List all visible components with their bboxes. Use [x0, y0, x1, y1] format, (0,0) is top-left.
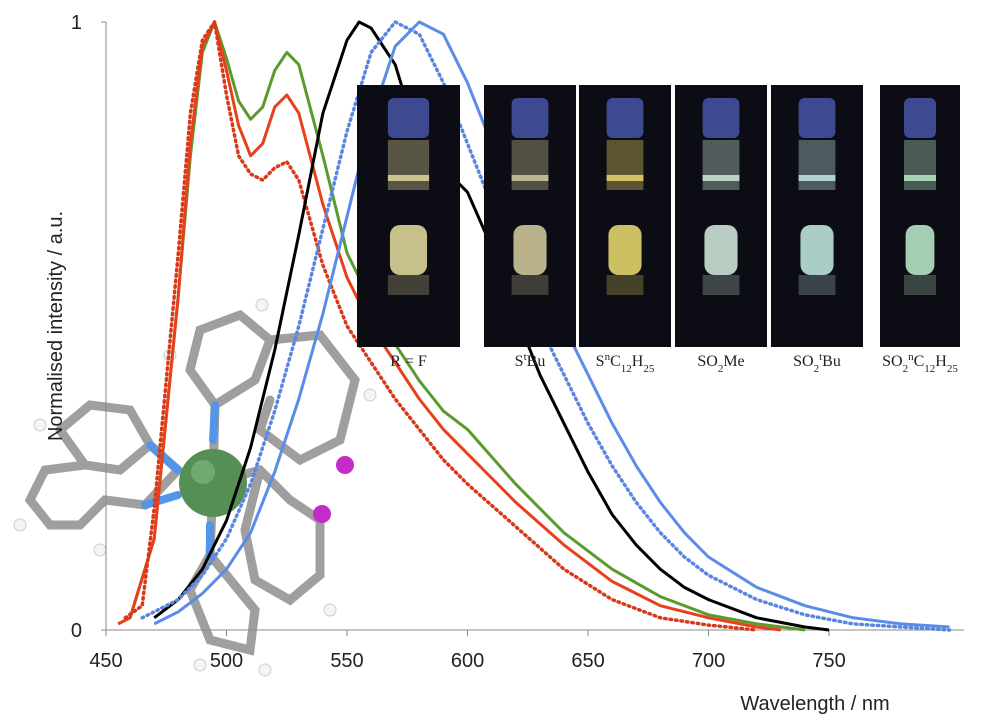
photo-glow-band [799, 175, 836, 181]
inset-label: SnC12H25 [596, 351, 655, 375]
label-part: S [596, 353, 605, 370]
photo-cap [512, 98, 549, 138]
label-part: Me [723, 353, 744, 370]
inset-label: StBu [515, 351, 546, 370]
photo-sample [608, 225, 641, 275]
photo-cap [904, 98, 936, 138]
label-part: 25 [947, 363, 959, 375]
inset-label: R = F [390, 353, 427, 370]
label-part: S [515, 353, 524, 370]
x-tick-label: 650 [571, 650, 604, 672]
photo-cuvette [799, 140, 836, 190]
photo-sample [390, 225, 427, 275]
photo-glow-band [512, 175, 549, 181]
photo-base [799, 275, 836, 295]
photo-base [904, 275, 936, 295]
label-part: H [632, 353, 644, 370]
label-part: 25 [643, 363, 655, 375]
photo-base [512, 275, 549, 295]
photo-cuvette [904, 140, 936, 190]
photo-base [388, 275, 429, 295]
x-tick-label: 450 [89, 650, 122, 672]
photo-cap [799, 98, 836, 138]
photo-glow-band [607, 175, 644, 181]
y-tick-label: 0 [71, 620, 82, 642]
photo-sample [704, 225, 737, 275]
photo-sample [800, 225, 833, 275]
label-part: Bu [527, 353, 546, 370]
photo-sample [513, 225, 546, 275]
label-part: 12 [924, 363, 935, 375]
photo-cuvette [512, 140, 549, 190]
label-part: SO [793, 353, 813, 370]
label-part: H [935, 353, 947, 370]
x-axis-label: Wavelength / nm [740, 693, 889, 715]
x-tick-label: 600 [451, 650, 484, 672]
x-tick-label: 700 [692, 650, 725, 672]
x-tick-label: 750 [812, 650, 845, 672]
photo-cuvette [607, 140, 644, 190]
photo-cap [607, 98, 644, 138]
photo-cap [388, 98, 429, 138]
photo-cuvette [388, 140, 429, 190]
label-part: SO [882, 353, 902, 370]
molecule-illustration [14, 299, 376, 676]
chart: Normalised intensity / a.u. Wavelength /… [0, 0, 982, 721]
label-part: Bu [822, 353, 841, 370]
photo-glow-band [904, 175, 936, 181]
label-part: C [610, 353, 621, 370]
x-tick-label: 550 [330, 650, 363, 672]
y-tick-label: 1 [71, 12, 82, 34]
label-part: SO [697, 353, 717, 370]
photo-base [703, 275, 740, 295]
photo-cap [703, 98, 740, 138]
label-part: 2 [903, 363, 909, 375]
photo-base [607, 275, 644, 295]
photo-glow-band [703, 175, 740, 181]
inset-label: SO2nC12H25 [882, 351, 958, 375]
label-part: 12 [621, 363, 632, 375]
inset-label: SO2Me [697, 353, 744, 375]
label-part: 2 [814, 363, 820, 375]
label-part: C [914, 353, 925, 370]
x-tick-label: 500 [210, 650, 243, 672]
label-part: R = F [390, 353, 427, 370]
y-axis-label: Normalised intensity / a.u. [45, 211, 67, 441]
inset-label: SO2tBu [793, 351, 841, 375]
photo-glow-band [388, 175, 429, 181]
photo-cuvette [703, 140, 740, 190]
photo-sample [906, 225, 935, 275]
